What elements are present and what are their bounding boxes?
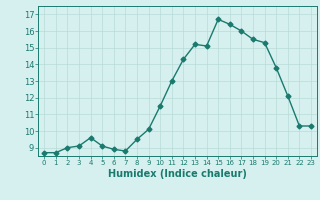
X-axis label: Humidex (Indice chaleur): Humidex (Indice chaleur) (108, 169, 247, 179)
